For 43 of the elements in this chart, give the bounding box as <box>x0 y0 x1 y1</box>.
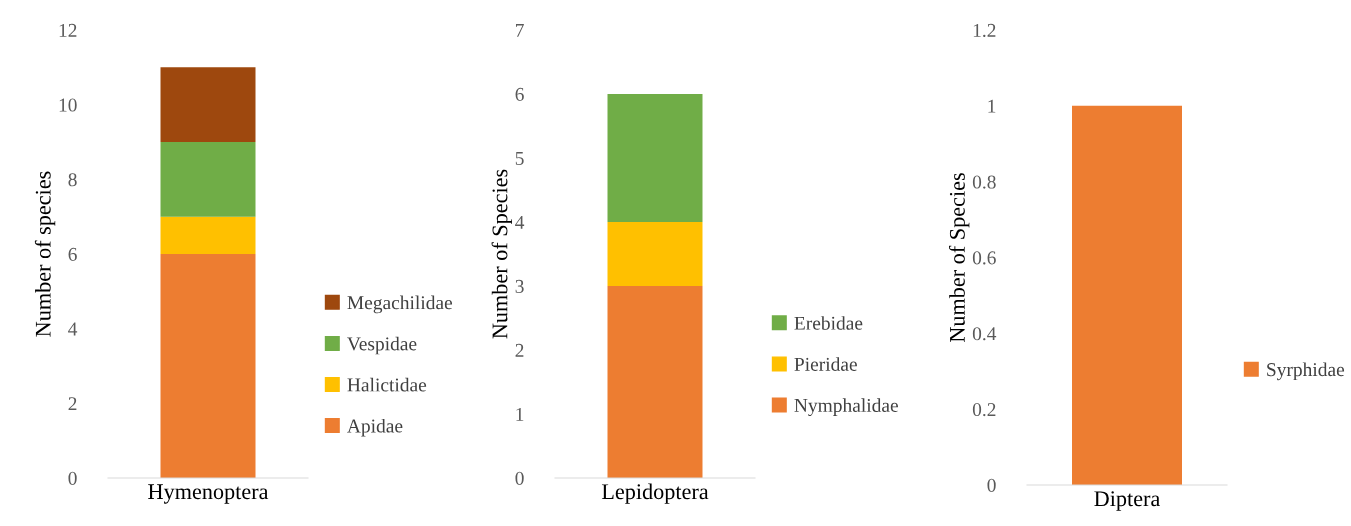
y-tick-label: 0.4 <box>972 327 997 341</box>
bar <box>160 254 256 478</box>
y-tick-label: 0 <box>987 478 996 492</box>
y-tick-label: 0 <box>515 471 524 485</box>
y-axis-title: Number of Species <box>491 169 512 339</box>
y-tick-label: 3 <box>515 279 524 293</box>
y-tick-label: 12 <box>59 23 77 37</box>
y-tick-label: 0.2 <box>972 402 996 417</box>
bar <box>160 67 256 142</box>
y-tick-label: 6 <box>68 247 77 261</box>
legend-label: Erebidae <box>794 316 863 330</box>
y-tick-label: 2 <box>515 343 524 357</box>
y-tick-label: 1 <box>516 407 524 421</box>
y-tick-label: 0.8 <box>972 175 996 189</box>
bar <box>160 216 256 254</box>
x-tick-label: Diptera <box>1094 491 1161 511</box>
legend-label: Syrphidae <box>1267 362 1345 381</box>
y-tick-label: 7 <box>516 24 524 37</box>
legend-label: Pieridae <box>794 357 857 371</box>
legend-label: Nymphalidae <box>794 398 898 416</box>
bar <box>607 94 703 222</box>
y-tick-label: 0 <box>68 471 77 485</box>
y-axis-title: Number of species <box>34 171 56 337</box>
y-tick-label: 4 <box>68 322 78 336</box>
y-tick-label: 6 <box>515 87 524 101</box>
x-tick-label: Lepidoptera <box>601 483 709 504</box>
y-tick-label: 10 <box>59 98 77 112</box>
bar <box>607 222 703 286</box>
legend-label: Megachilidae <box>347 295 453 314</box>
legend-label: Apidae <box>347 418 403 437</box>
y-tick-label: 5 <box>515 152 524 165</box>
y-tick-label: 0.6 <box>972 251 996 265</box>
y-tick-label: 8 <box>68 173 77 187</box>
legend-label: Halictidae <box>347 377 427 392</box>
y-tick-label: 1.2 <box>973 23 996 38</box>
legend-label: Vespidae <box>347 336 417 355</box>
y-tick-label: 1 <box>988 99 996 113</box>
y-axis-title: Number of Species <box>948 173 970 343</box>
bar <box>160 142 256 217</box>
y-tick-label: 4 <box>515 215 525 229</box>
x-tick-label: Hymenoptera <box>148 484 269 504</box>
y-tick-label: 2 <box>68 397 77 411</box>
bar <box>607 286 703 478</box>
